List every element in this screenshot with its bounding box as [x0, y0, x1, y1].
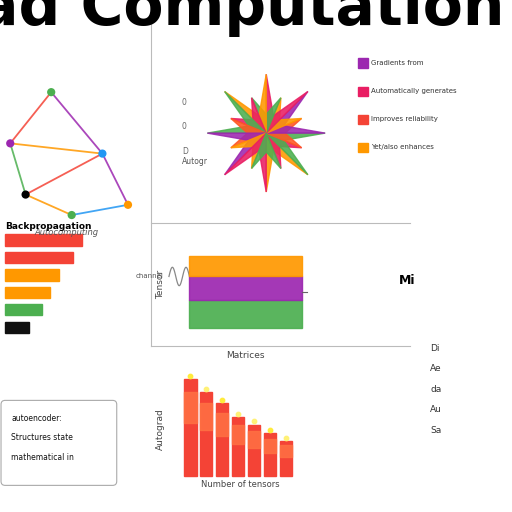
- Text: Yet/also enhances: Yet/also enhances: [371, 144, 434, 151]
- Polygon shape: [266, 133, 325, 175]
- Bar: [200, 403, 212, 430]
- Polygon shape: [266, 133, 302, 168]
- Text: Di: Di: [430, 344, 440, 353]
- Text: Automatically generates: Automatically generates: [371, 88, 457, 94]
- Point: [250, 417, 258, 425]
- Text: Autograd Computation Graphs: Autograd Computation Graphs: [0, 0, 512, 36]
- Bar: [5, 252, 73, 263]
- Text: Structures state: Structures state: [11, 433, 73, 442]
- Text: Mi: Mi: [399, 274, 416, 287]
- Point: [282, 434, 290, 442]
- Text: da: da: [430, 385, 441, 394]
- Text: Number of tensors: Number of tensors: [201, 480, 279, 489]
- Polygon shape: [231, 98, 266, 133]
- Text: Gradients from: Gradients from: [371, 60, 424, 66]
- Bar: [189, 300, 302, 328]
- Bar: [264, 433, 276, 476]
- Point: [22, 190, 30, 199]
- Point: [218, 396, 226, 404]
- Bar: [200, 392, 212, 476]
- Bar: [5, 269, 59, 281]
- Text: Tensor: Tensor: [156, 270, 165, 298]
- Bar: [232, 417, 244, 476]
- Bar: [189, 276, 302, 300]
- Bar: [5, 304, 41, 315]
- Bar: [358, 58, 368, 68]
- Text: Autogr: Autogr: [182, 157, 208, 166]
- Point: [202, 385, 210, 393]
- Text: mathematical in: mathematical in: [11, 453, 74, 462]
- Text: Matrices: Matrices: [226, 351, 265, 360]
- Text: Au: Au: [430, 405, 442, 414]
- Polygon shape: [266, 74, 308, 133]
- Point: [6, 139, 14, 147]
- Text: Backpropagation: Backpropagation: [5, 222, 92, 231]
- FancyBboxPatch shape: [1, 400, 117, 485]
- Text: channel: channel: [136, 273, 164, 280]
- Text: Autocomputing: Autocomputing: [34, 228, 99, 237]
- Bar: [189, 256, 302, 276]
- Bar: [358, 143, 368, 152]
- Bar: [358, 87, 368, 96]
- Polygon shape: [231, 133, 266, 168]
- Polygon shape: [207, 133, 266, 175]
- Polygon shape: [251, 98, 281, 133]
- Point: [47, 88, 55, 96]
- Point: [234, 410, 242, 418]
- Bar: [216, 413, 228, 436]
- Bar: [5, 287, 50, 298]
- Bar: [5, 322, 30, 333]
- Bar: [264, 439, 276, 453]
- Text: 0: 0: [182, 122, 187, 132]
- Bar: [248, 431, 260, 448]
- Point: [98, 150, 106, 158]
- Text: autoencoder:: autoencoder:: [11, 414, 62, 423]
- Bar: [232, 425, 244, 443]
- Point: [68, 211, 76, 219]
- Polygon shape: [225, 74, 266, 133]
- Bar: [184, 392, 197, 423]
- Polygon shape: [231, 118, 266, 148]
- Polygon shape: [207, 92, 266, 133]
- Text: Autograd: Autograd: [156, 408, 165, 450]
- Point: [266, 426, 274, 434]
- Text: D: D: [182, 147, 187, 156]
- Bar: [280, 441, 292, 476]
- Polygon shape: [266, 98, 302, 133]
- Point: [186, 372, 195, 380]
- Polygon shape: [225, 133, 266, 192]
- Bar: [248, 424, 260, 476]
- Point: [124, 201, 132, 209]
- Bar: [358, 115, 368, 124]
- Polygon shape: [266, 133, 308, 192]
- Text: 0: 0: [182, 98, 187, 107]
- Bar: [5, 234, 82, 246]
- Polygon shape: [251, 133, 281, 168]
- Text: Sa: Sa: [430, 425, 441, 435]
- Text: Improves reliability: Improves reliability: [371, 116, 438, 122]
- Bar: [184, 379, 197, 476]
- Polygon shape: [266, 92, 325, 133]
- Bar: [216, 403, 228, 476]
- Bar: [280, 445, 292, 457]
- Polygon shape: [266, 118, 302, 148]
- Text: Ae: Ae: [430, 364, 442, 373]
